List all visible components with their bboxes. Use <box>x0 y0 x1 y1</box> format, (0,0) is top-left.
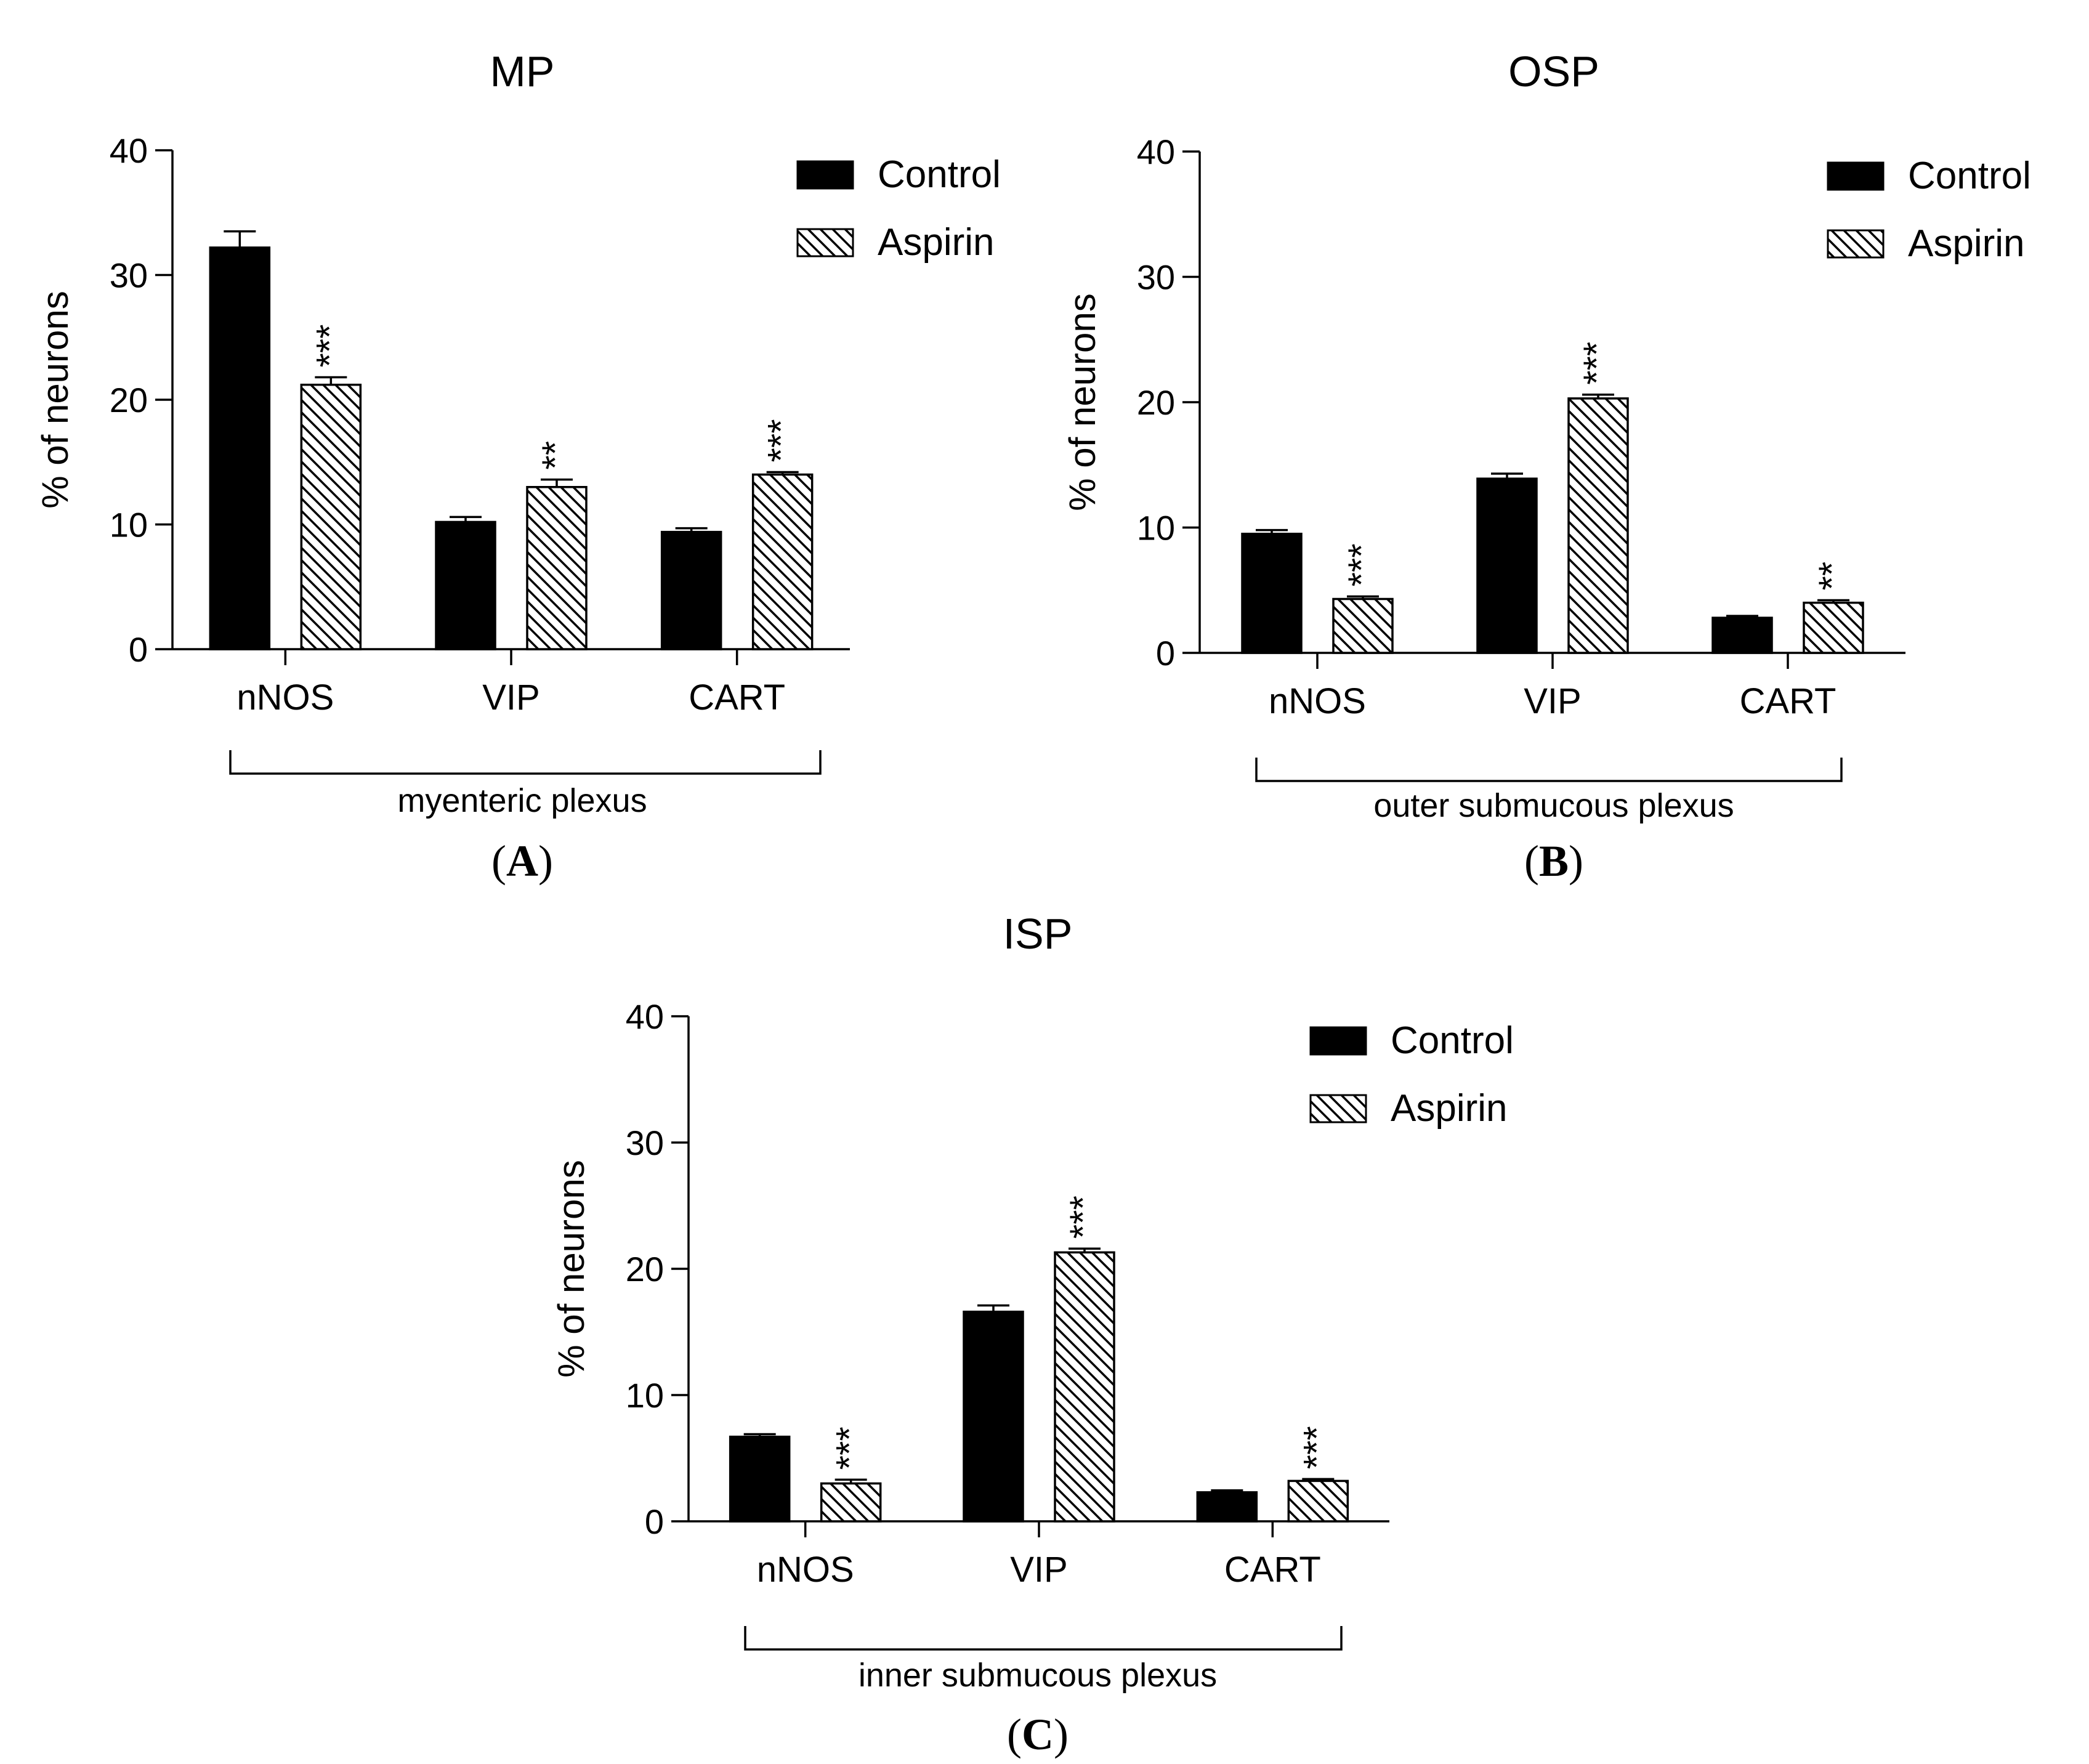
bar-aspirin-vip <box>526 486 588 650</box>
group-bracket <box>229 750 822 775</box>
legend-label-aspirin: Aspirin <box>878 221 995 264</box>
y-tick-label: 30 <box>1137 258 1175 297</box>
bar-aspirin-nnos <box>300 383 362 650</box>
bar-aspirin-nnos <box>1332 597 1394 654</box>
y-axis-label: % of neurons <box>1062 293 1103 511</box>
bar-control-cart <box>1196 1491 1258 1523</box>
x-tick-label: nNOS <box>236 678 334 718</box>
legend-label-control: Control <box>878 153 1001 196</box>
panel-label: (C) <box>1007 1710 1069 1759</box>
chart-panel-3: ISP 0 10 20 30 40 % of neurons nNOS *** VIP *** CAR… <box>551 910 1514 1759</box>
y-tick-label: 30 <box>110 256 148 295</box>
significance-marker: *** <box>829 1426 870 1470</box>
bar-control-vip <box>435 520 496 650</box>
y-axis-label: % of neurons <box>551 1160 592 1378</box>
group-bracket <box>744 1626 1343 1651</box>
y-axis-label: % of neurons <box>34 291 76 509</box>
legend-swatch-control <box>1309 1026 1367 1056</box>
bar-control-nnos <box>209 246 271 650</box>
y-tick-label: 40 <box>626 997 664 1036</box>
y-tick-label: 20 <box>1137 383 1175 422</box>
chart-title: ISP <box>1003 910 1073 958</box>
y-tick-label: 30 <box>626 1123 664 1162</box>
legend-label-control: Control <box>1908 155 2031 197</box>
group-label: myenteric plexus <box>397 782 647 819</box>
x-tick-label: nNOS <box>1269 681 1366 721</box>
panel-label: (B) <box>1524 836 1583 886</box>
x-tick-label: CART <box>1224 1550 1321 1590</box>
legend-label-control: Control <box>1391 1019 1514 1062</box>
bar-aspirin-vip <box>1054 1251 1115 1523</box>
legend-swatch-aspirin <box>1827 229 1885 259</box>
x-tick-label: nNOS <box>757 1550 854 1590</box>
x-tick-label: CART <box>689 678 785 718</box>
significance-marker: *** <box>1576 342 1617 385</box>
y-tick-label: 10 <box>626 1376 664 1415</box>
group-label: inner submucous plexus <box>859 1657 1217 1694</box>
y-tick-label: 10 <box>1137 509 1175 548</box>
bar-aspirin-cart <box>1287 1479 1349 1523</box>
bar-control-cart <box>1711 617 1773 654</box>
y-tick-label: 0 <box>129 630 148 669</box>
bar-control-vip <box>963 1310 1024 1523</box>
panel-label: (A) <box>491 836 553 886</box>
y-tick-label: 10 <box>110 506 148 544</box>
chart-title: OSP <box>1508 47 1599 95</box>
legend-swatch-control <box>1827 161 1885 191</box>
significance-marker: ** <box>1811 562 1853 591</box>
panel-letter: B <box>1539 836 1569 886</box>
x-tick-label: VIP <box>1010 1550 1068 1590</box>
legend-label-aspirin: Aspirin <box>1908 222 2025 265</box>
chart-panel-2: OSP 0 10 20 30 40 % of neurons nNOS *** VIP *** CAR… <box>1062 47 2031 886</box>
significance-marker: *** <box>1062 1196 1104 1239</box>
panel-letter: C <box>1022 1710 1054 1759</box>
panel-letter: A <box>506 836 538 886</box>
legend-swatch-control <box>796 160 854 190</box>
x-tick-label: VIP <box>1524 681 1582 721</box>
significance-marker: *** <box>309 324 350 367</box>
x-tick-label: VIP <box>482 678 540 718</box>
legend: Control Aspirin <box>1827 155 2031 265</box>
chart-panel-1: MP 0 10 20 30 40 % of neurons nNOS *** VIP ** CART *… <box>34 47 1001 886</box>
significance-marker: *** <box>761 419 802 462</box>
y-tick-label: 20 <box>110 381 148 419</box>
legend-label-aspirin: Aspirin <box>1391 1087 1508 1130</box>
y-tick-label: 0 <box>645 1502 664 1541</box>
y-tick-label: 0 <box>1156 634 1175 673</box>
bar-aspirin-nnos <box>820 1482 882 1523</box>
y-tick-label: 40 <box>110 131 148 170</box>
legend: Control Aspirin <box>1309 1019 1514 1130</box>
legend-swatch-aspirin <box>796 228 854 257</box>
group-label: outer submucous plexus <box>1373 787 1734 824</box>
x-tick-label: CART <box>1740 681 1836 721</box>
chart-title: MP <box>490 47 555 95</box>
group-bracket <box>1255 758 1843 782</box>
y-tick-label: 40 <box>1137 132 1175 171</box>
bar-control-cart <box>660 530 722 650</box>
significance-marker: *** <box>1341 543 1382 586</box>
significance-marker: *** <box>1296 1426 1337 1469</box>
legend-swatch-aspirin <box>1309 1094 1367 1123</box>
y-tick-label: 20 <box>626 1250 664 1289</box>
significance-marker: ** <box>535 441 576 470</box>
legend: Control Aspirin <box>796 153 1001 264</box>
bar-control-nnos <box>729 1435 791 1523</box>
bar-aspirin-cart <box>1803 601 1864 654</box>
bar-aspirin-vip <box>1567 397 1629 654</box>
bar-aspirin-cart <box>751 473 814 650</box>
bar-control-nnos <box>1241 532 1303 654</box>
bar-control-vip <box>1476 477 1538 654</box>
